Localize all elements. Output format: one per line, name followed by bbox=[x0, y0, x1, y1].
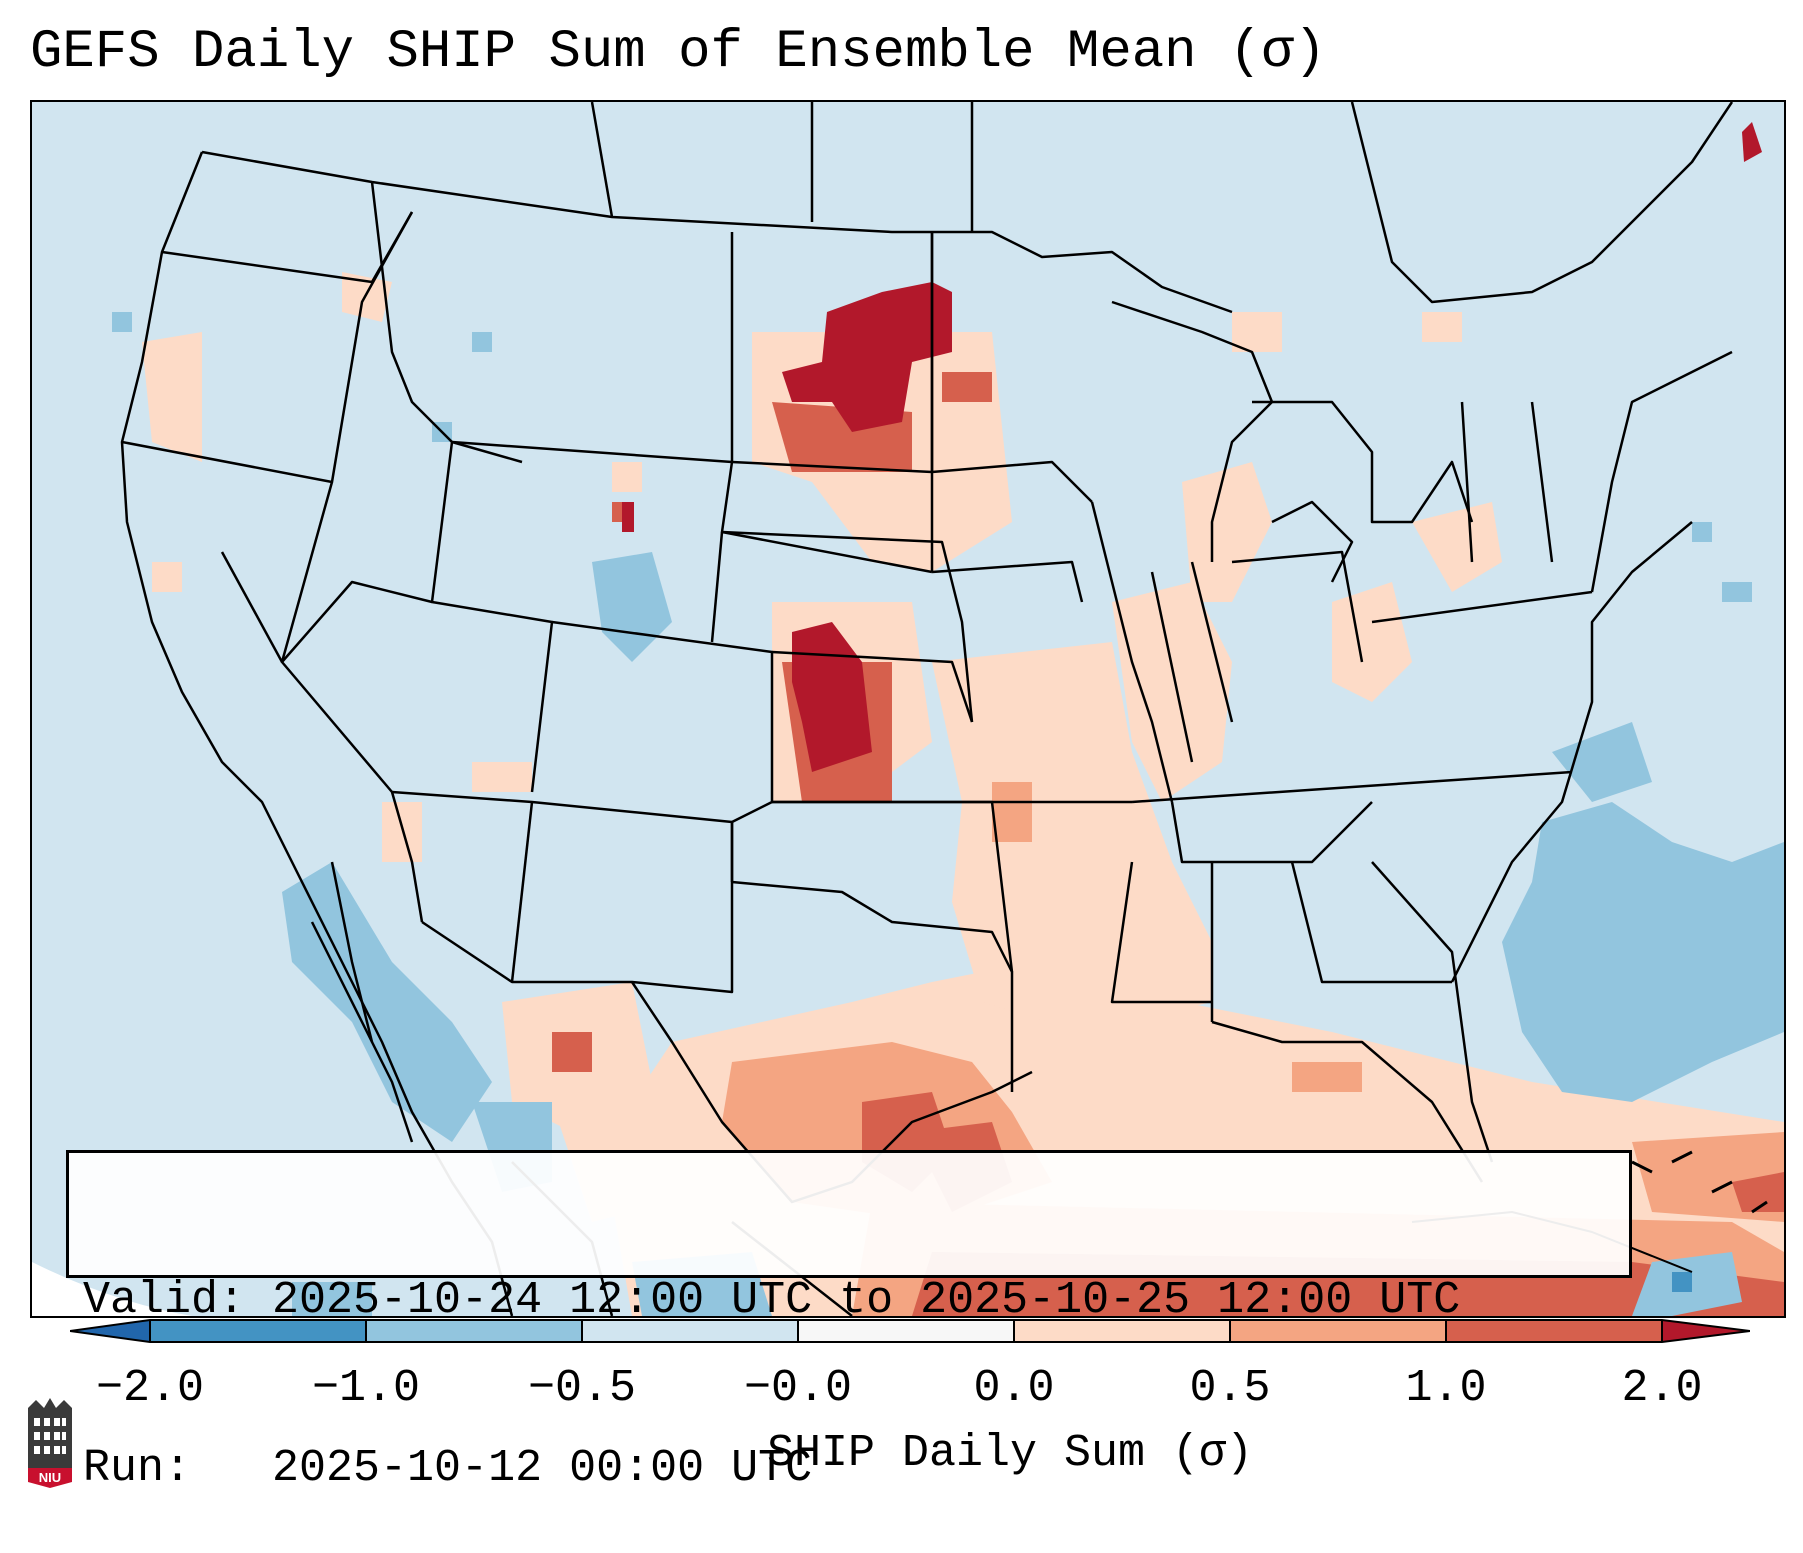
colorbar-label: SHIP Daily Sum (σ) bbox=[766, 1428, 1254, 1479]
run-line: Run: 2025-10-12 00:00 UTC bbox=[83, 1443, 813, 1494]
colorbar-tick-label: −1.0 bbox=[311, 1363, 421, 1414]
colorbar-high-extend bbox=[1662, 1320, 1750, 1342]
colorbar-tick-label: 2.0 bbox=[1621, 1363, 1703, 1414]
svg-text:NIU: NIU bbox=[39, 1470, 61, 1485]
colorbar-bin-7 bbox=[1446, 1320, 1662, 1342]
map-panel[interactable] bbox=[30, 100, 1786, 1318]
strong-negative-field bbox=[1672, 1272, 1692, 1292]
colorbar-bin-4 bbox=[798, 1320, 1014, 1342]
negative-field bbox=[112, 312, 1784, 1316]
colorbar-bin-6 bbox=[1230, 1320, 1446, 1342]
colorbar bbox=[70, 1319, 1750, 1343]
valid-line: Valid: 2025-10-24 12:00 UTC to 2025-10-2… bbox=[83, 1275, 1461, 1326]
colorbar-tick-label: 1.0 bbox=[1405, 1363, 1487, 1414]
projection-edge bbox=[32, 1262, 192, 1316]
valid-time-box: Valid: 2025-10-24 12:00 UTC to 2025-10-2… bbox=[66, 1150, 1632, 1494]
colorbar-bin-3 bbox=[582, 1320, 798, 1342]
colorbar-bin-5 bbox=[1014, 1320, 1230, 1342]
colorbar-tick-label: −0.5 bbox=[527, 1363, 637, 1414]
colorbar-bin-1 bbox=[150, 1320, 366, 1342]
map-title: GEFS Daily SHIP Sum of Ensemble Mean (σ) bbox=[30, 22, 1327, 83]
colorbar-tick-label: −0.0 bbox=[743, 1363, 853, 1414]
extreme-positive-field bbox=[622, 122, 1762, 772]
niu-logo-icon: NIU bbox=[28, 1398, 72, 1488]
colorbar-bin-2 bbox=[366, 1320, 582, 1342]
colorbar-tick-label: −2.0 bbox=[95, 1363, 205, 1414]
colorbar-low-extend bbox=[70, 1320, 150, 1342]
map-canvas bbox=[32, 102, 1784, 1316]
colorbar-tick-label: 0.5 bbox=[1189, 1363, 1271, 1414]
colorbar-tick-label: 0.0 bbox=[973, 1363, 1055, 1414]
